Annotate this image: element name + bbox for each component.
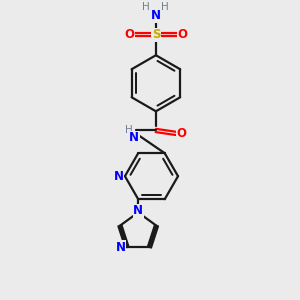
Text: H: H (125, 125, 133, 135)
Text: N: N (113, 170, 123, 183)
Text: N: N (129, 131, 140, 144)
Text: H: H (161, 2, 169, 12)
Text: N: N (116, 241, 125, 254)
Text: O: O (177, 127, 187, 140)
Text: H: H (142, 2, 149, 12)
Text: S: S (152, 28, 160, 41)
Text: N: N (133, 205, 143, 218)
Text: O: O (124, 28, 134, 41)
Text: O: O (177, 28, 188, 41)
Text: N: N (151, 9, 161, 22)
